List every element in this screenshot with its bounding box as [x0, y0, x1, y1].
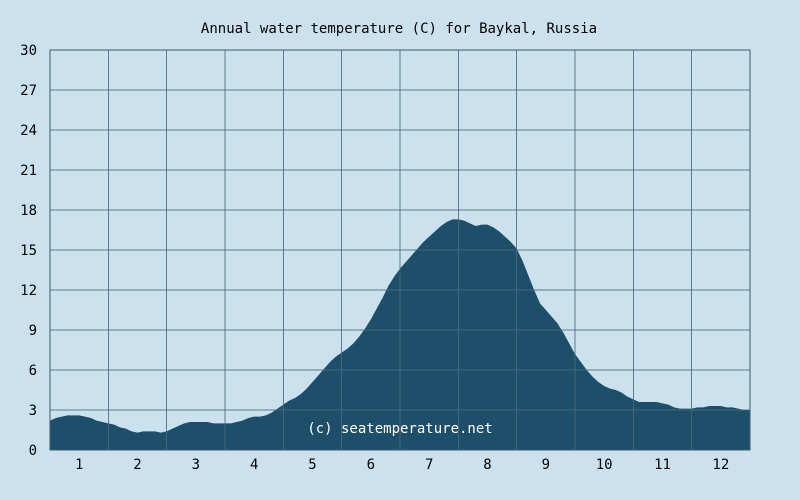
- y-tick-label: 18: [20, 203, 37, 219]
- y-tick-label: 12: [20, 283, 37, 299]
- y-tick-label: 27: [20, 83, 37, 99]
- y-tick-label: 0: [29, 443, 37, 459]
- x-tick-label: 12: [712, 457, 729, 473]
- x-tick-label: 1: [75, 457, 83, 473]
- x-tick-label: 8: [483, 457, 491, 473]
- copyright-annotation: (c) seatemperature.net: [307, 421, 492, 437]
- y-tick-label: 24: [20, 123, 37, 139]
- y-tick-label: 6: [29, 363, 37, 379]
- x-tick-label: 2: [133, 457, 141, 473]
- x-tick-label: 11: [654, 457, 671, 473]
- y-tick-label: 30: [20, 43, 37, 59]
- y-tick-label: 15: [20, 243, 37, 259]
- chart-title: Annual water temperature (C) for Baykal,…: [201, 21, 597, 37]
- y-tick-label: 3: [29, 403, 37, 419]
- x-tick-label: 7: [425, 457, 433, 473]
- x-tick-label: 3: [192, 457, 200, 473]
- y-tick-label: 9: [29, 323, 37, 339]
- x-tick-label: 4: [250, 457, 258, 473]
- y-tick-label: 21: [20, 163, 37, 179]
- plot-frame: [49, 49, 751, 451]
- x-tick-label: 10: [596, 457, 613, 473]
- grid-lines: [49, 49, 751, 451]
- x-tick-label: 9: [542, 457, 550, 473]
- x-tick-label: 5: [308, 457, 316, 473]
- x-tick-label: 6: [367, 457, 375, 473]
